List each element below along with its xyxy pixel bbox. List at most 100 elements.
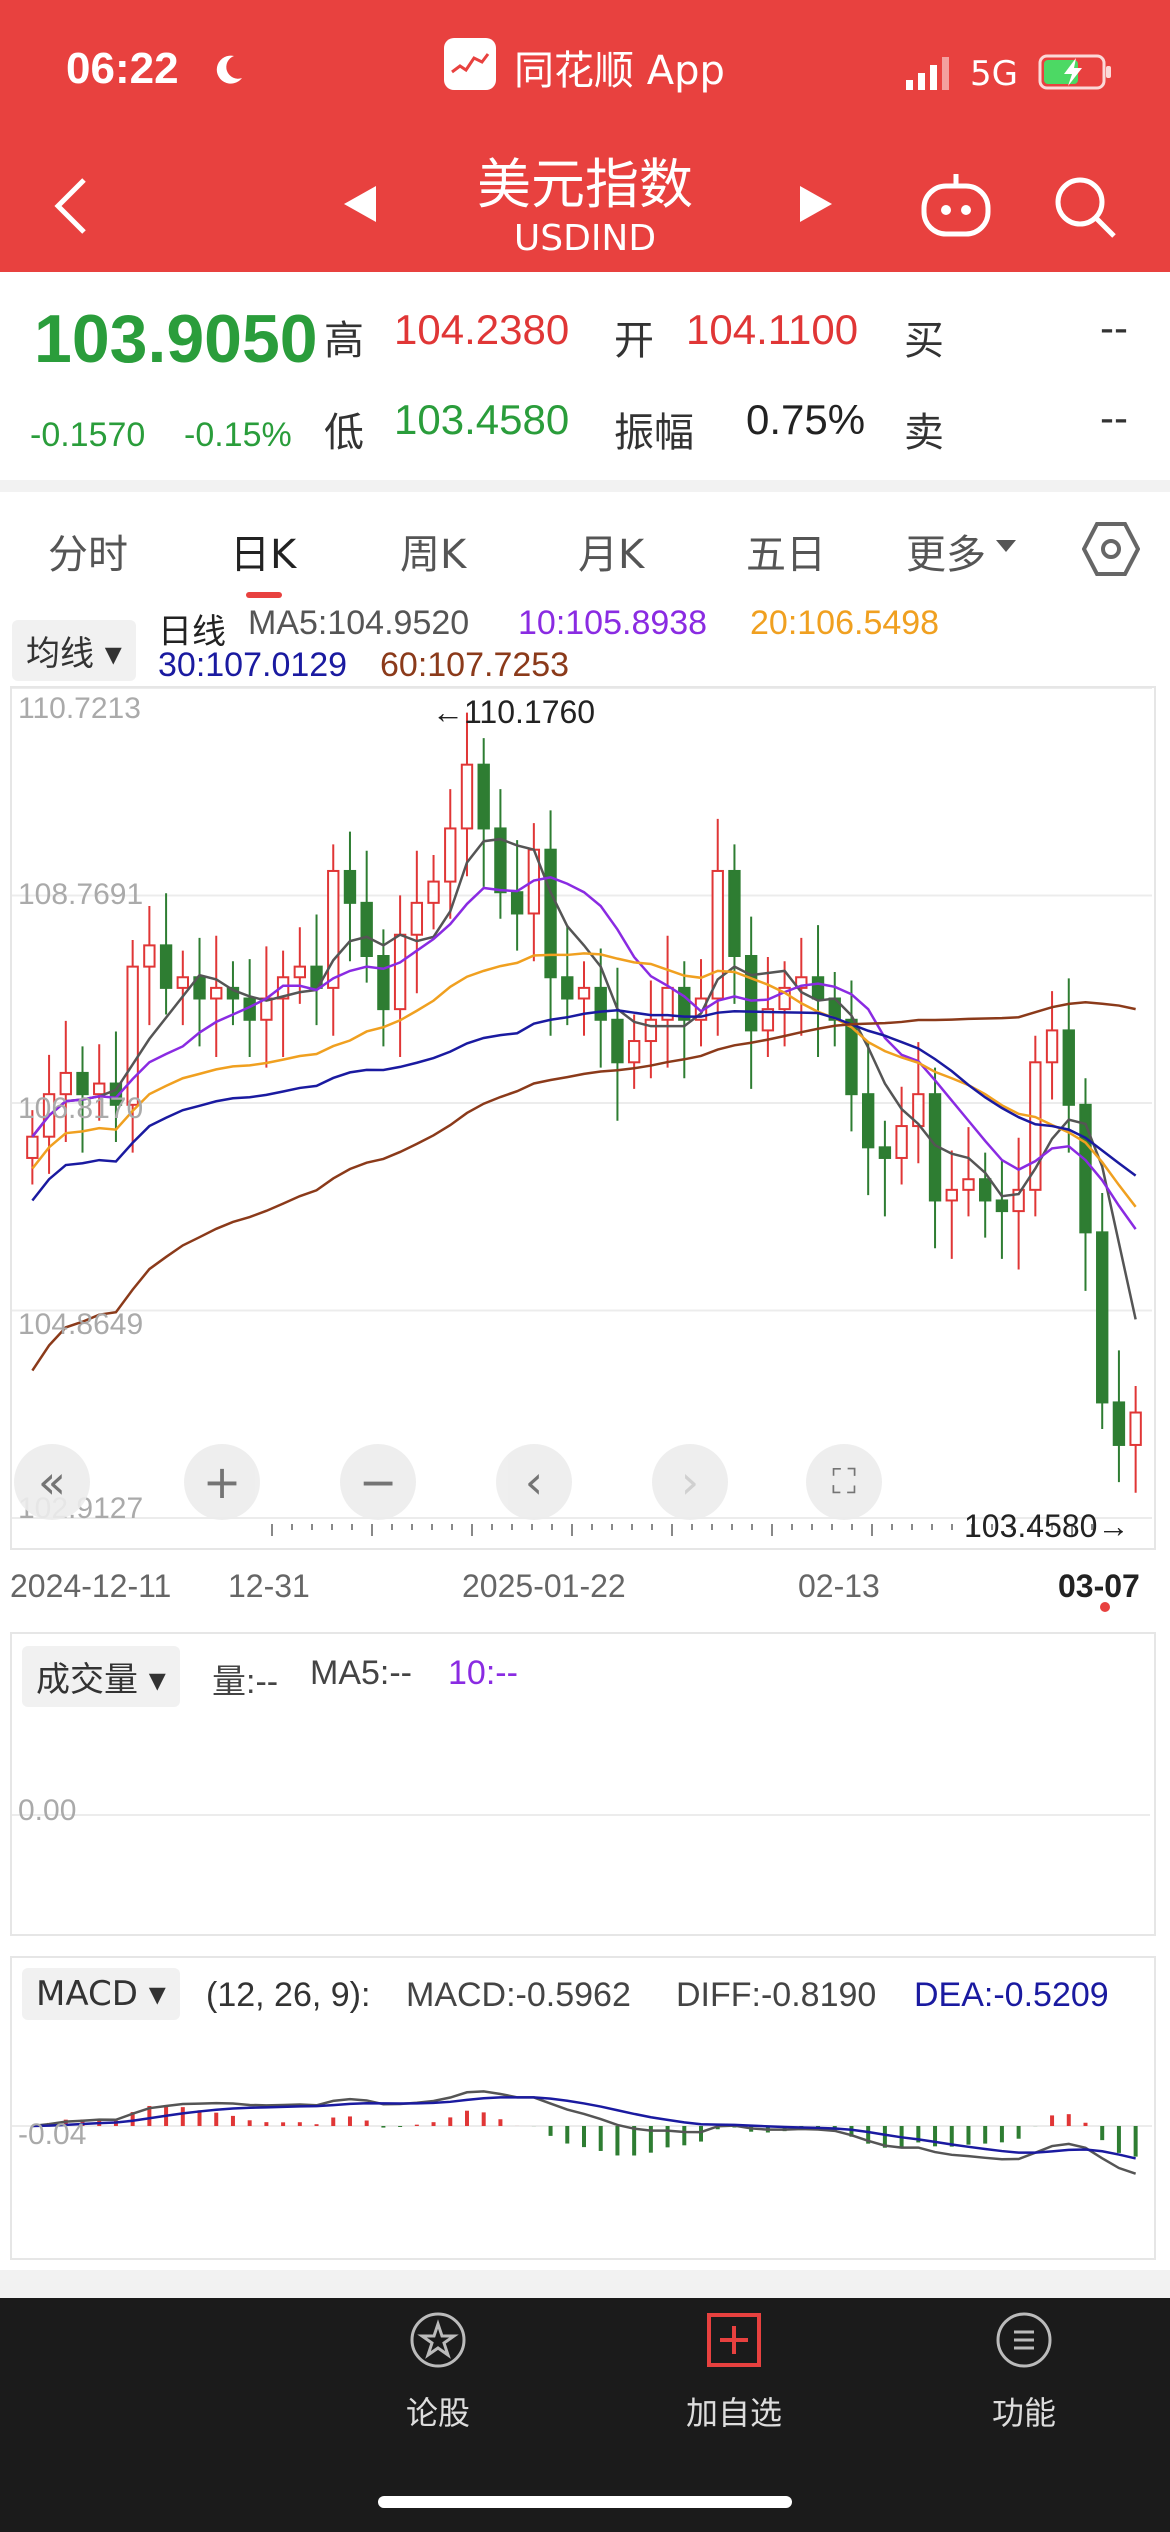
ma5-line xyxy=(31,837,1137,1320)
kline-panel xyxy=(10,686,1156,1550)
max-marker: ←110.1760 xyxy=(432,694,596,730)
candle-body xyxy=(176,976,189,989)
nav-functions[interactable]: 功能 xyxy=(924,2310,1124,2450)
period-label: 日线 xyxy=(158,613,226,651)
candle-body xyxy=(611,1018,624,1064)
date-label-2: 12-31 xyxy=(228,1568,310,1604)
candle-body xyxy=(761,1008,775,1032)
moon-icon xyxy=(216,55,242,84)
volume-tick: 0.00 xyxy=(18,1794,77,1827)
y-tick-3: 106.8170 xyxy=(18,1092,144,1125)
candle-body xyxy=(979,1178,992,1202)
y-tick-1: 110.7213 xyxy=(18,692,141,725)
candle-body xyxy=(861,1093,875,1149)
candle-body xyxy=(544,848,557,979)
candle-body xyxy=(444,827,457,883)
y-tick-4: 104.8649 xyxy=(18,1308,144,1341)
candle-body xyxy=(627,1040,641,1064)
ma30-value: 30:107.0129 xyxy=(158,646,348,684)
volume-select[interactable]: 成交量 ▾ xyxy=(22,1646,180,1707)
search-icon[interactable] xyxy=(1052,174,1120,242)
dea-value: DEA:-0.5209 xyxy=(914,1976,1109,2014)
next-triangle-icon[interactable] xyxy=(796,182,836,226)
current-dot xyxy=(1100,1602,1110,1612)
ma20-value: 20:106.5498 xyxy=(750,604,940,642)
candle-body xyxy=(343,869,357,904)
candle-body xyxy=(962,1178,975,1191)
candle-body xyxy=(1096,1231,1109,1404)
candle-body xyxy=(728,869,741,957)
date-label-3: 2025-01-22 xyxy=(462,1568,626,1604)
candle-body xyxy=(76,1071,89,1096)
tab-five-day[interactable]: 五日 xyxy=(746,532,826,578)
back-icon[interactable] xyxy=(48,174,92,238)
zoom-out-button[interactable]: − xyxy=(340,1444,416,1520)
macd-tick: -0.04 xyxy=(18,2118,87,2151)
candle-body xyxy=(945,1188,958,1202)
app-header: 06:22 同花顺 App 5G 美元指数 USDIND xyxy=(0,0,1170,272)
open-label: 开 xyxy=(614,318,654,364)
candle-body xyxy=(561,976,574,1000)
ma-select[interactable]: 均线 ▾ xyxy=(12,620,136,681)
high-label: 高 xyxy=(324,318,364,364)
candle-body xyxy=(1112,1401,1126,1446)
kline-chart[interactable] xyxy=(12,688,1152,1544)
nav-add-watchlist[interactable]: 加自选 xyxy=(634,2310,834,2450)
candle-body xyxy=(795,976,808,989)
page-subtitle: USDIND xyxy=(513,218,657,259)
high-value: 104.2380 xyxy=(394,306,570,353)
candle-body xyxy=(93,1082,106,1096)
star-badge-icon xyxy=(410,2312,466,2368)
chevron-down-icon xyxy=(996,540,1016,552)
price-change-pct: -0.15% xyxy=(184,416,292,454)
amplitude-label: 振幅 xyxy=(614,410,694,456)
candle-body xyxy=(744,954,758,1032)
nav-add-watchlist-label: 加自选 xyxy=(685,2394,782,2432)
volume-gridline xyxy=(12,1814,1150,1816)
robot-icon[interactable] xyxy=(918,172,994,240)
candle-body xyxy=(293,965,307,979)
candle-body xyxy=(393,933,407,1011)
candle-body xyxy=(1062,1029,1075,1106)
ma60-line xyxy=(31,1001,1136,1372)
date-label-5: 03-07 xyxy=(1058,1568,1140,1604)
price-change: -0.1570 xyxy=(30,416,146,454)
status-time: 06:22 xyxy=(66,44,179,93)
signal-icon xyxy=(906,57,949,90)
tab-monthly-k[interactable]: 月K xyxy=(578,532,645,578)
candle-body xyxy=(126,965,139,1106)
scroll-right-button[interactable]: › xyxy=(652,1444,728,1520)
tab-weekly-k[interactable]: 周K xyxy=(400,532,467,578)
ma10-line xyxy=(31,876,1137,1230)
candle-body xyxy=(510,891,524,915)
candle-body xyxy=(59,1071,72,1096)
candle-body xyxy=(1079,1103,1092,1234)
scroll-left-button[interactable]: ‹ xyxy=(496,1444,572,1520)
candle-body xyxy=(276,976,290,1000)
candle-body xyxy=(1129,1411,1142,1446)
zoom-in-button[interactable]: + xyxy=(184,1444,260,1520)
tab-active-indicator xyxy=(246,592,282,598)
nav-discuss[interactable]: 论股 xyxy=(338,2310,538,2450)
candle-body xyxy=(460,763,474,830)
page-title: 美元指数 xyxy=(477,153,693,216)
candle-body xyxy=(477,763,490,830)
sell-value: -- xyxy=(1100,394,1128,441)
candle-body xyxy=(644,1018,658,1043)
ma-select-label: 均线 xyxy=(26,634,94,674)
settings-hex-icon[interactable] xyxy=(1082,520,1140,578)
rewind-button[interactable]: « xyxy=(14,1444,90,1520)
macd-select[interactable]: MACD ▾ xyxy=(22,1968,180,2020)
fullscreen-button[interactable]: ⛶ xyxy=(806,1444,882,1520)
tab-intraday[interactable]: 分时 xyxy=(48,532,128,578)
ma5-value: MA5:104.9520 xyxy=(248,604,470,642)
tab-more[interactable]: 更多 xyxy=(906,532,986,578)
diff-line xyxy=(32,2090,1137,2175)
tab-daily-k[interactable]: 日K xyxy=(230,532,297,578)
low-value: 103.4580 xyxy=(394,396,570,443)
ma20-line xyxy=(31,952,1137,1208)
prev-triangle-icon[interactable] xyxy=(340,182,380,226)
amplitude-value: 0.75% xyxy=(746,396,866,443)
candle-body xyxy=(427,880,440,904)
buy-value: -- xyxy=(1100,304,1128,351)
